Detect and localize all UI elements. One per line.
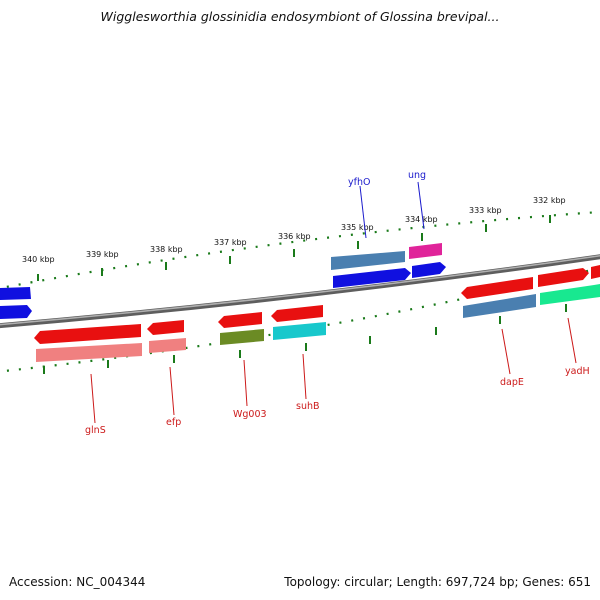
gene-block-suhB[interactable] xyxy=(273,322,326,340)
genome-backbone xyxy=(0,254,600,329)
genome-title: Wigglesworthia glossinidia endosymbiont … xyxy=(100,9,500,24)
gene-label-glnS: glnS xyxy=(85,425,106,436)
gene-arrow-suhB[interactable] xyxy=(271,305,323,322)
gene-arrow-fwd[interactable] xyxy=(538,268,589,287)
scale-label: 334 kbp xyxy=(405,215,438,224)
topology-summary: Topology: circular; Length: 697,724 bp; … xyxy=(284,575,591,589)
scale-label: 339 kbp xyxy=(86,250,119,259)
gene-arrow-yfhO[interactable] xyxy=(333,268,411,288)
gene-block-glnS[interactable] xyxy=(36,343,142,362)
gene-label-efp: efp xyxy=(166,417,181,428)
gene-label-suhB: suhB xyxy=(296,401,320,412)
gene-arrow-fwd[interactable] xyxy=(591,265,600,279)
gene-block-efp[interactable] xyxy=(149,338,186,353)
gene-arrow-ung[interactable] xyxy=(412,262,446,278)
gene-block-dapE[interactable] xyxy=(463,294,536,318)
gene-arrow-dapE[interactable] xyxy=(461,277,533,299)
inner-scale-ticks xyxy=(43,304,567,374)
gene-arrow-fwd[interactable] xyxy=(0,287,31,300)
gene-block-yfhO[interactable] xyxy=(331,251,405,270)
outer-scale-ticks xyxy=(37,215,551,281)
gene-block-ung[interactable] xyxy=(409,243,442,259)
scale-label: 332 kbp xyxy=(533,196,566,205)
gene-arrow-fwd[interactable] xyxy=(0,305,32,319)
gene-label-ung: ung xyxy=(408,170,426,181)
scale-label: 340 kbp xyxy=(22,255,55,264)
accession-text: Accession: NC_004344 xyxy=(9,575,146,589)
scale-label: 336 kbp xyxy=(278,232,311,241)
gene-label-dapE: dapE xyxy=(500,377,524,388)
gene-block-yadH[interactable] xyxy=(540,284,600,305)
scale-label: 337 kbp xyxy=(214,238,247,247)
gene-label-yfhO: yfhO xyxy=(348,177,370,188)
gene-arrow-Wg003[interactable] xyxy=(218,312,262,328)
gene-block-Wg003[interactable] xyxy=(220,329,264,345)
gene-arrow-efp[interactable] xyxy=(147,320,184,335)
gene-arrow-glnS[interactable] xyxy=(34,324,141,344)
gene-label-Wg003: Wg003 xyxy=(233,409,267,420)
gene-label-yadH: yadH xyxy=(565,366,590,377)
scale-label: 338 kbp xyxy=(150,245,183,254)
scale-label: 335 kbp xyxy=(341,223,374,232)
scale-label: 333 kbp xyxy=(469,206,502,215)
